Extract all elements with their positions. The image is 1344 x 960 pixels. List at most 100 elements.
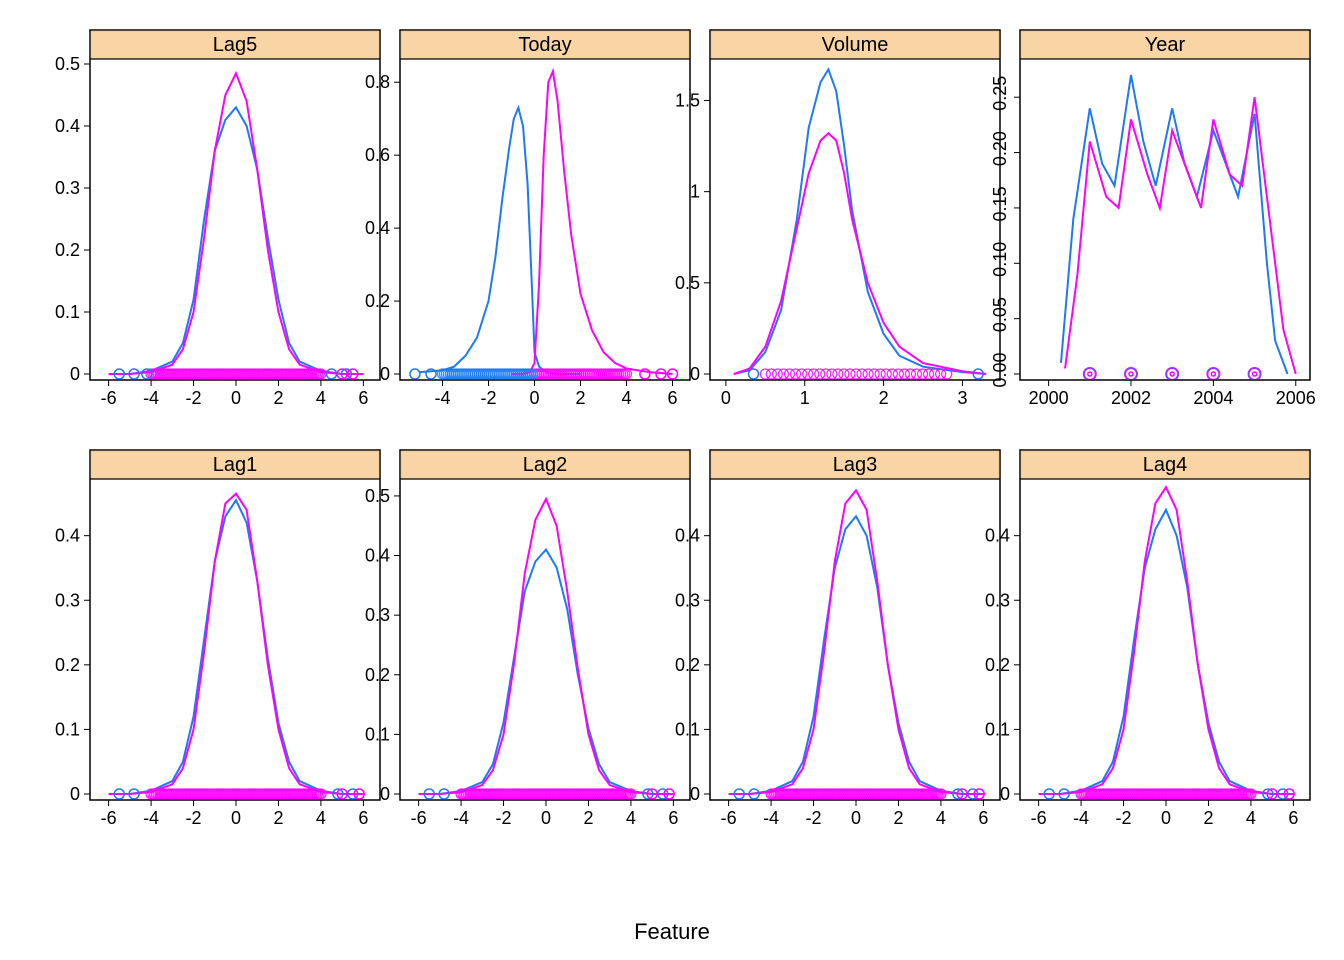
svg-text:0.05: 0.05 (990, 297, 1010, 332)
svg-text:Lag3: Lag3 (833, 454, 878, 476)
svg-text:-4: -4 (763, 808, 779, 828)
svg-text:Lag4: Lag4 (1143, 454, 1188, 476)
svg-text:0.2: 0.2 (55, 240, 80, 260)
svg-text:6: 6 (668, 808, 678, 828)
svg-text:0.10: 0.10 (990, 242, 1010, 277)
svg-text:0.00: 0.00 (990, 352, 1010, 387)
svg-text:0.1: 0.1 (365, 724, 390, 744)
svg-text:6: 6 (1288, 808, 1298, 828)
svg-text:4: 4 (1246, 808, 1256, 828)
svg-text:4: 4 (626, 808, 636, 828)
svg-text:2: 2 (583, 808, 593, 828)
svg-text:2004: 2004 (1193, 388, 1233, 408)
svg-text:2: 2 (575, 388, 585, 408)
svg-text:Year: Year (1145, 34, 1186, 56)
svg-text:6: 6 (667, 388, 677, 408)
svg-text:-2: -2 (186, 388, 202, 408)
svg-text:Volume: Volume (822, 34, 889, 56)
svg-text:0.3: 0.3 (985, 590, 1010, 610)
svg-text:0: 0 (231, 808, 241, 828)
svg-text:1.5: 1.5 (675, 90, 700, 110)
svg-text:Lag2: Lag2 (523, 454, 568, 476)
svg-text:2: 2 (879, 388, 889, 408)
svg-text:1: 1 (800, 388, 810, 408)
svg-text:0.3: 0.3 (55, 178, 80, 198)
svg-text:3: 3 (957, 388, 967, 408)
svg-text:0.3: 0.3 (675, 590, 700, 610)
svg-text:-4: -4 (143, 808, 159, 828)
svg-text:0: 0 (380, 784, 390, 804)
svg-text:0: 0 (70, 784, 80, 804)
svg-text:0.1: 0.1 (55, 719, 80, 739)
svg-text:0: 0 (231, 388, 241, 408)
svg-text:2: 2 (893, 808, 903, 828)
svg-text:4: 4 (936, 808, 946, 828)
svg-text:0: 0 (70, 364, 80, 384)
svg-text:0.25: 0.25 (990, 76, 1010, 111)
svg-text:0: 0 (690, 784, 700, 804)
svg-text:0.3: 0.3 (365, 605, 390, 625)
svg-text:0.2: 0.2 (365, 291, 390, 311)
svg-text:-4: -4 (1073, 808, 1089, 828)
svg-text:-4: -4 (453, 808, 469, 828)
svg-text:0.2: 0.2 (55, 655, 80, 675)
svg-text:0.6: 0.6 (365, 145, 390, 165)
svg-text:Lag1: Lag1 (213, 454, 258, 476)
svg-text:0.4: 0.4 (365, 218, 390, 238)
svg-text:0.4: 0.4 (365, 546, 390, 566)
svg-text:0.1: 0.1 (55, 302, 80, 322)
svg-text:0.4: 0.4 (675, 526, 700, 546)
svg-text:-2: -2 (496, 808, 512, 828)
chart-container: Lag500.10.20.30.40.5-6-4-20246Today00.20… (0, 0, 1344, 960)
svg-text:2000: 2000 (1029, 388, 1069, 408)
svg-text:0.2: 0.2 (365, 665, 390, 685)
svg-text:0.20: 0.20 (990, 131, 1010, 166)
svg-text:2: 2 (1203, 808, 1213, 828)
svg-text:0.5: 0.5 (365, 486, 390, 506)
svg-text:-6: -6 (1031, 808, 1047, 828)
svg-text:4: 4 (316, 808, 326, 828)
svg-text:4: 4 (316, 388, 326, 408)
svg-text:0: 0 (1161, 808, 1171, 828)
svg-text:-2: -2 (480, 388, 496, 408)
svg-text:0: 0 (1000, 784, 1010, 804)
svg-text:0.2: 0.2 (985, 655, 1010, 675)
svg-text:-2: -2 (186, 808, 202, 828)
svg-text:0.1: 0.1 (675, 719, 700, 739)
svg-text:0.5: 0.5 (675, 273, 700, 293)
svg-text:0: 0 (721, 388, 731, 408)
svg-text:-4: -4 (434, 388, 450, 408)
svg-text:0: 0 (380, 364, 390, 384)
svg-text:0: 0 (541, 808, 551, 828)
svg-text:0.1: 0.1 (985, 719, 1010, 739)
trellis-chart: Lag500.10.20.30.40.5-6-4-20246Today00.20… (0, 0, 1344, 920)
svg-text:0.15: 0.15 (990, 186, 1010, 221)
svg-text:0.4: 0.4 (985, 526, 1010, 546)
svg-text:0: 0 (851, 808, 861, 828)
x-axis-label: Feature (0, 919, 1344, 945)
svg-text:2: 2 (273, 808, 283, 828)
svg-text:0.2: 0.2 (675, 655, 700, 675)
svg-text:0.3: 0.3 (55, 590, 80, 610)
svg-text:Today: Today (518, 34, 571, 56)
svg-text:-2: -2 (806, 808, 822, 828)
svg-text:-6: -6 (411, 808, 427, 828)
svg-text:6: 6 (358, 808, 368, 828)
svg-text:-6: -6 (101, 808, 117, 828)
svg-text:0.4: 0.4 (55, 526, 80, 546)
svg-text:1: 1 (690, 182, 700, 202)
svg-text:2: 2 (273, 388, 283, 408)
svg-text:0: 0 (529, 388, 539, 408)
svg-text:4: 4 (621, 388, 631, 408)
svg-text:-2: -2 (1116, 808, 1132, 828)
svg-text:0: 0 (690, 364, 700, 384)
svg-text:0.5: 0.5 (55, 54, 80, 74)
svg-text:6: 6 (358, 388, 368, 408)
svg-text:-6: -6 (101, 388, 117, 408)
svg-text:Lag5: Lag5 (213, 34, 258, 56)
svg-text:2006: 2006 (1276, 388, 1316, 408)
svg-text:0.8: 0.8 (365, 72, 390, 92)
svg-text:-4: -4 (143, 388, 159, 408)
svg-text:-6: -6 (721, 808, 737, 828)
svg-text:6: 6 (978, 808, 988, 828)
